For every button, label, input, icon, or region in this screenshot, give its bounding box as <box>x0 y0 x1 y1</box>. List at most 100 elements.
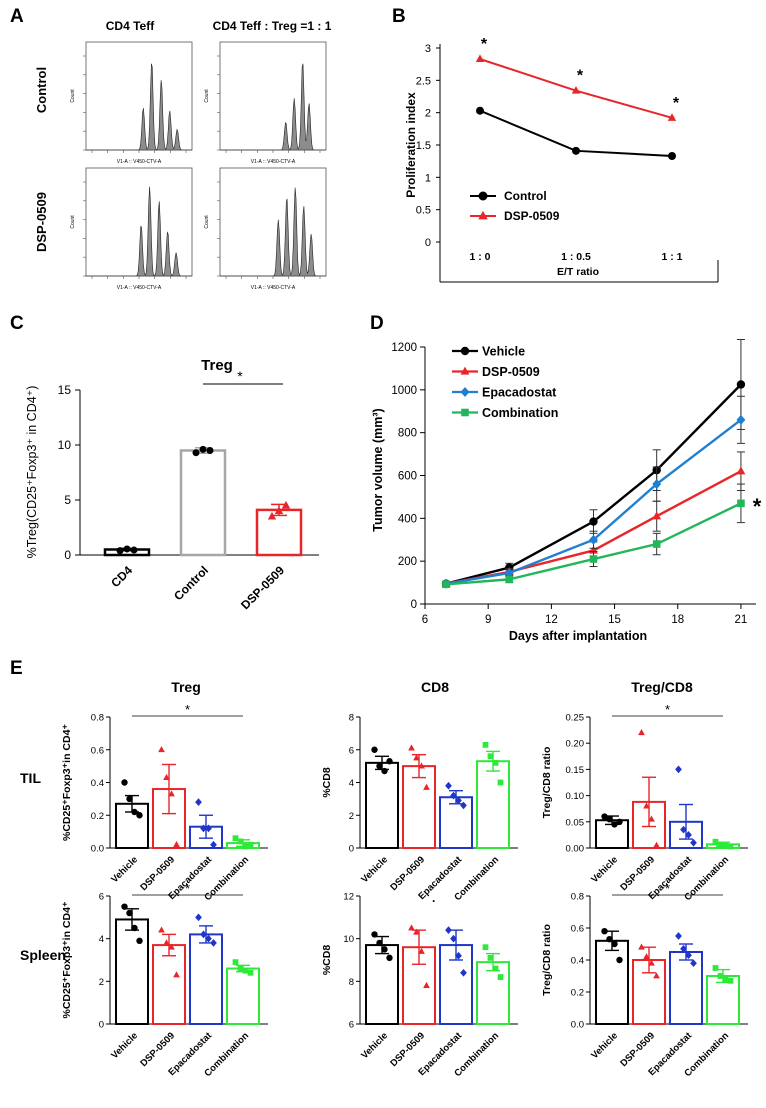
data-point <box>611 821 618 828</box>
data-point <box>717 841 724 848</box>
panel-b-proliferation-chart: 0 0.5 1 1.5 2 2.5 3 1 : 0 1 : 0.5 1 : 1 E/T ratio P… <box>404 36 719 283</box>
x-tick-label: 6 <box>422 614 428 626</box>
data-point <box>408 924 415 931</box>
data-point <box>680 944 687 953</box>
x-category-label: Control <box>171 563 211 603</box>
histogram-distribution <box>220 63 326 151</box>
data-point <box>168 790 175 797</box>
significance-star: * <box>673 95 680 112</box>
histogram-distribution <box>86 186 192 277</box>
panel-c-treg-bar-chart: Treg 0 5 10 15 %Treg(CD25⁺Foxp3⁺ in CD4⁺) CD4 C… <box>25 357 319 612</box>
data-point <box>643 802 650 809</box>
bar <box>706 975 740 1025</box>
y-tick-label: 1200 <box>391 342 417 354</box>
y-tick-label: 0 <box>64 548 71 562</box>
subchart-e-til-treg: 0.0 0.2 0.4 0.6 0.8 %CD25⁺Foxp3⁺in CD4⁺ Vehicl… <box>61 702 268 903</box>
histogram-x-label: V1-A :: V450-CTV-A <box>251 285 296 291</box>
col-title-cd4-teff-treg: CD4 Teff : Treg =1 : 1 <box>213 19 332 33</box>
row-title-control: Control <box>34 67 49 113</box>
y-tick-label: 10 <box>343 934 354 945</box>
y-tick-label: 5 <box>64 493 71 507</box>
x-category-label: Vehicle <box>109 854 140 885</box>
bar <box>595 939 629 1025</box>
legend-marker <box>460 386 470 398</box>
y-tick-label: 2.5 <box>416 75 431 87</box>
data-point <box>163 773 170 780</box>
data-point <box>418 762 425 769</box>
data-point <box>163 939 170 946</box>
data-point-dsp-0509 <box>571 86 581 94</box>
data-point <box>381 767 388 775</box>
data-point <box>413 754 420 761</box>
x-category-label: Vehicle <box>589 1030 620 1061</box>
y-tick-label: 0.8 <box>91 713 104 724</box>
y-tick-label: 0.05 <box>566 817 585 828</box>
y-tick-label: 8 <box>349 713 354 724</box>
y-tick-label: 0.8 <box>571 892 584 903</box>
row-title-til: TIL <box>20 770 41 786</box>
data-point <box>497 974 504 980</box>
chart-title: Treg <box>201 357 233 374</box>
data-point <box>116 547 124 555</box>
bar <box>476 760 510 850</box>
y-tick-label: 6 <box>99 892 104 903</box>
data-point <box>242 843 249 850</box>
data-point <box>653 972 660 979</box>
data-point <box>601 928 608 935</box>
data-point <box>386 758 393 765</box>
data-point <box>121 779 128 786</box>
data-point <box>131 808 138 816</box>
y-tick-label: 3 <box>425 43 431 55</box>
significance-star: * <box>665 881 670 896</box>
x-category-label: 1 : 1 <box>661 251 682 263</box>
data-point <box>450 791 457 800</box>
data-point <box>206 447 214 454</box>
x-category-label: Vehicle <box>359 1030 390 1061</box>
x-category-label: DSP-0509 <box>388 1030 427 1069</box>
data-point <box>386 954 393 962</box>
data-point <box>638 943 645 950</box>
histogram-y-label: Count <box>70 89 76 103</box>
y-axis-title: Treg/CD8 ratio <box>541 747 553 819</box>
data-point-combination <box>737 499 745 508</box>
significance-star: * <box>185 881 190 896</box>
data-point <box>445 926 452 934</box>
histogram-x-label: V1-A :: V450-CTV-A <box>117 285 162 291</box>
data-point <box>274 506 284 514</box>
data-point <box>616 956 623 964</box>
data-point <box>195 913 202 922</box>
data-point <box>192 449 200 457</box>
data-point <box>460 968 467 977</box>
y-tick-label: 600 <box>398 471 417 483</box>
y-tick-label: 0.0 <box>91 844 104 855</box>
data-point <box>131 924 138 932</box>
x-category-label: 1 : 0 <box>469 251 490 263</box>
histogram-frame <box>85 41 193 151</box>
y-tick-label: 0.5 <box>416 205 431 217</box>
bar <box>255 508 303 557</box>
y-tick-label: 1.5 <box>416 140 431 152</box>
data-point-control <box>476 106 484 115</box>
data-point-combination <box>442 580 450 589</box>
y-tick-label: 0.00 <box>566 844 585 855</box>
data-point <box>727 977 734 984</box>
data-point <box>158 746 165 753</box>
data-point-dsp-0509 <box>736 466 746 475</box>
data-point <box>460 801 467 810</box>
col-title-treg-cd8: Treg/CD8 <box>631 679 693 695</box>
bar <box>476 961 510 1026</box>
data-point <box>158 926 165 933</box>
bar <box>402 765 436 849</box>
x-category-label: Vehicle <box>359 854 390 885</box>
data-point <box>408 744 415 751</box>
data-point <box>376 939 383 947</box>
histogram-y-label: Count <box>70 215 76 229</box>
histogram-y-label: Count <box>204 89 210 103</box>
x-tick-label: 18 <box>671 614 684 626</box>
data-point <box>168 943 175 950</box>
data-point <box>492 759 499 766</box>
data-point <box>611 940 618 948</box>
y-tick-label: 10 <box>58 438 72 452</box>
